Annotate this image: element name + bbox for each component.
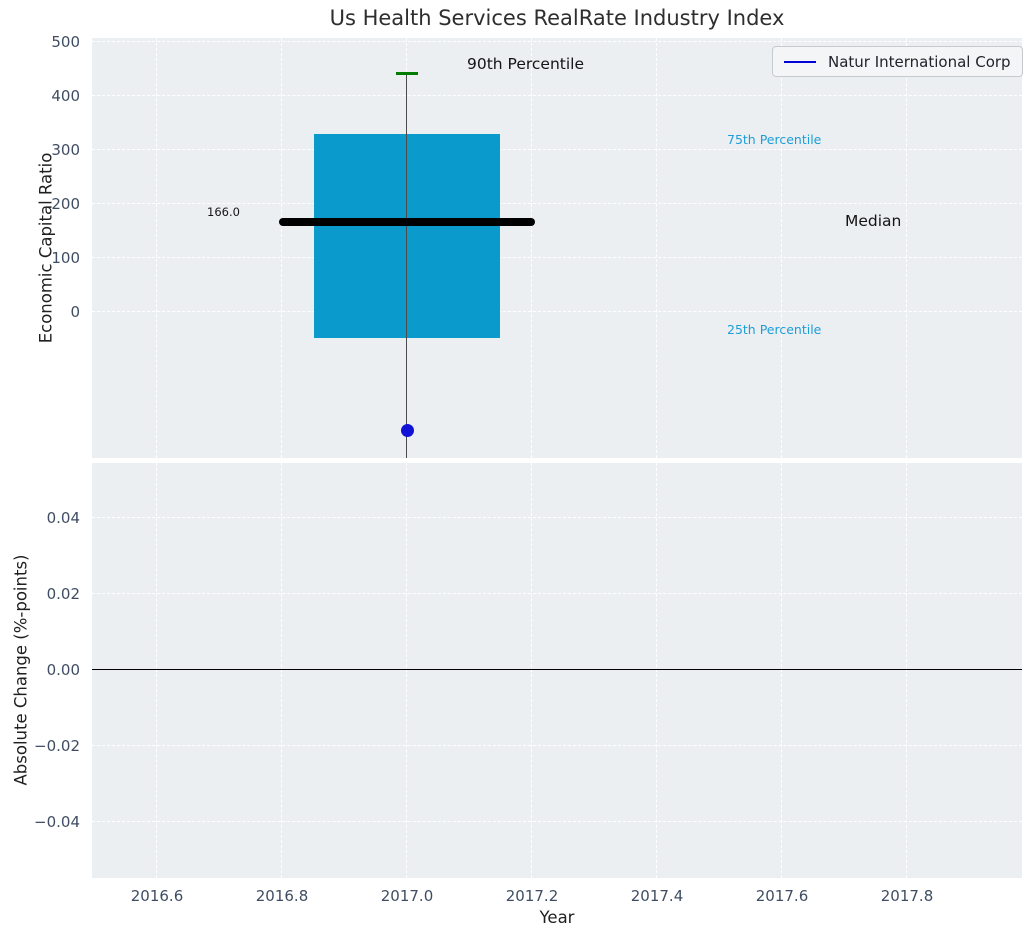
- legend[interactable]: Natur International Corp: [772, 46, 1023, 77]
- x-tick-label: 2017.8: [880, 887, 934, 905]
- x-tick-label: 2016.6: [130, 887, 184, 905]
- annotation-90th-percentile: 90th Percentile: [467, 55, 585, 73]
- bottom-plot-area: [92, 463, 1022, 878]
- chart-title: Us Health Services RealRate Industry Ind…: [329, 6, 785, 30]
- y-tick-label: −0.04: [34, 813, 80, 832]
- y-tick-label: 500: [51, 32, 80, 51]
- x-tick-label: 2017.2: [505, 887, 559, 905]
- x-tick-label: 2017.6: [755, 887, 809, 905]
- y-tick-label: 400: [51, 86, 80, 105]
- x-axis-label: Year: [539, 908, 575, 927]
- legend-line-sample: [784, 60, 816, 63]
- x-tick-label: 2016.8: [255, 887, 309, 905]
- x-tick-label: 2017.4: [630, 887, 684, 905]
- y-tick-label: 0.04: [46, 509, 80, 528]
- bottom-y-axis-label: Absolute Change (%-points): [11, 554, 31, 786]
- top-y-axis-label: Economic Capital Ratio: [36, 152, 56, 344]
- annotation-75th-percentile: 75th Percentile: [727, 132, 822, 147]
- top-plot-area: [92, 38, 1022, 458]
- annotation-median: Median: [845, 212, 902, 230]
- x-tick-label: 2017.0: [380, 887, 434, 905]
- annotation-median-value: 166.0: [207, 205, 240, 219]
- legend-label: Natur International Corp: [828, 52, 1011, 71]
- annotation-25th-percentile: 25th Percentile: [727, 322, 822, 337]
